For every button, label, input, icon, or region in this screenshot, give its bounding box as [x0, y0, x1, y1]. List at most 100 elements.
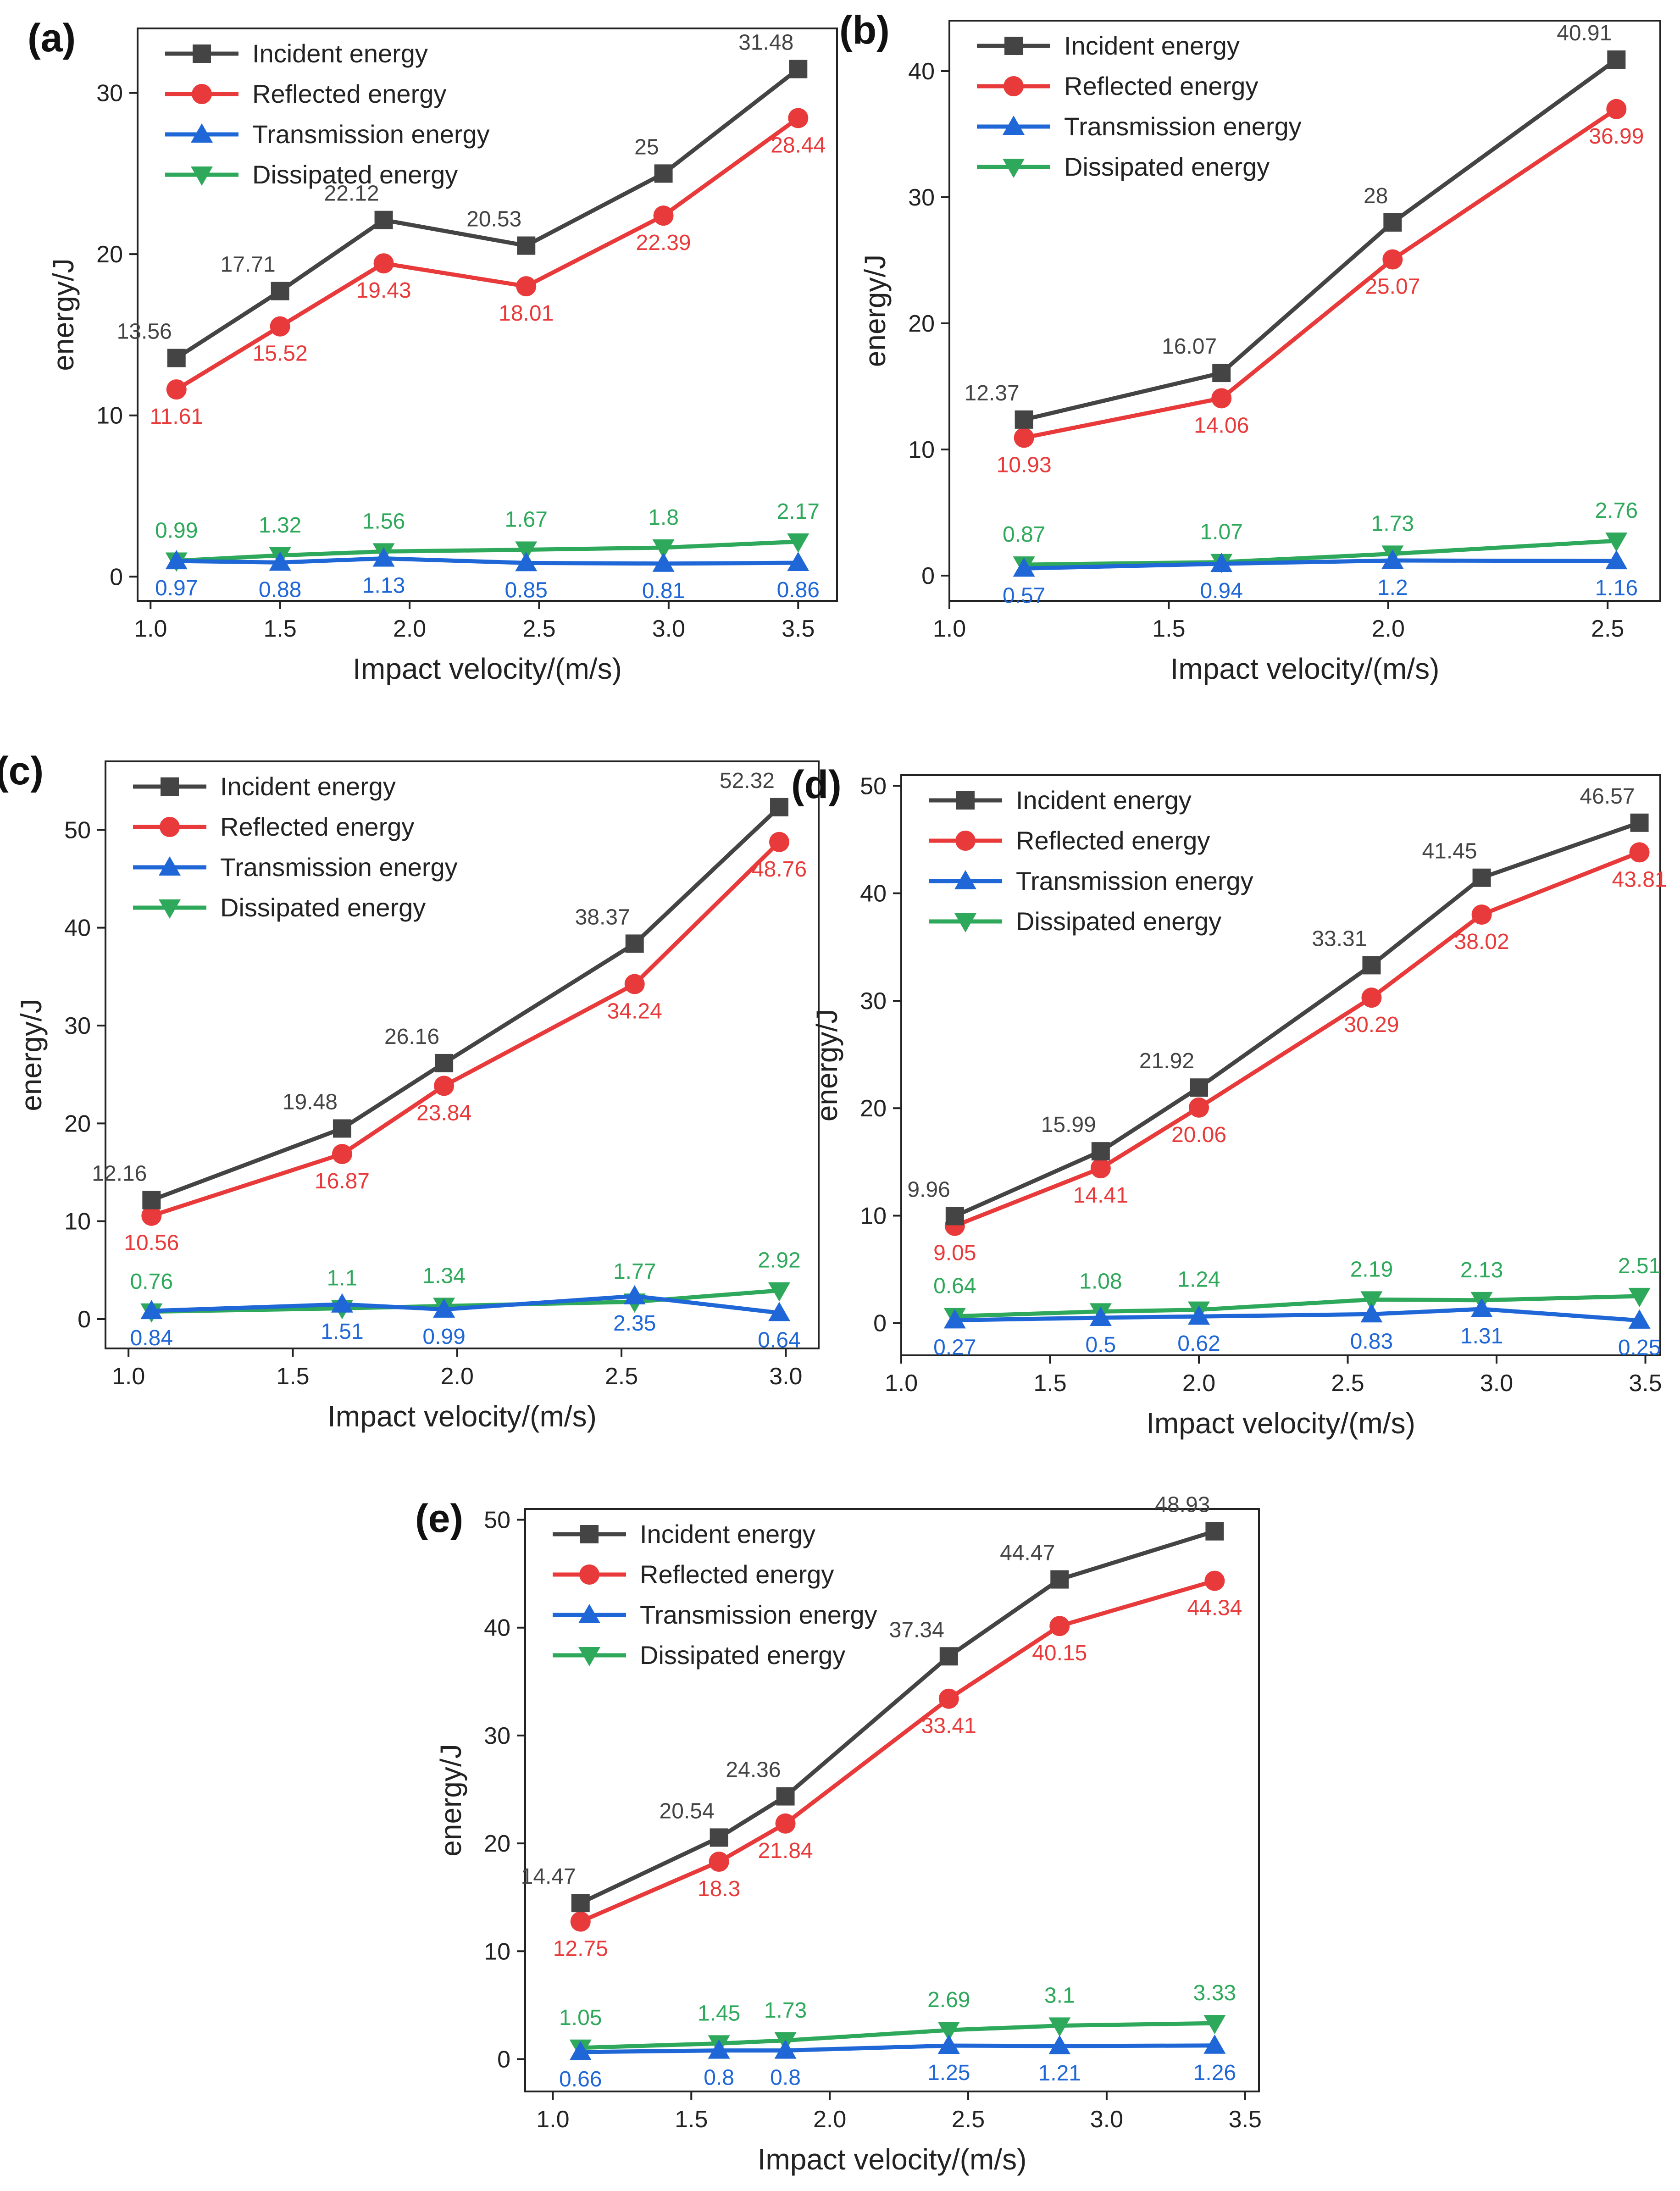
panel-b-incident-line	[1023, 58, 1618, 422]
panel-c-dissipated-data-label: 1.1	[327, 1266, 358, 1291]
panel-e-reflected-data-label: 44.34	[1187, 1596, 1242, 1620]
panel-e-reflected-data-label: 33.41	[921, 1714, 976, 1738]
panel-d-ytick-label: 50	[860, 773, 887, 799]
panel-c-reflected-data-label: 23.84	[416, 1101, 471, 1125]
panel-c-transmission-point	[623, 1285, 646, 1304]
panel-b-incident-point	[1607, 50, 1626, 69]
panel-d-reflected-point	[1629, 842, 1650, 863]
panel-c-xtick-label: 1.5	[276, 1363, 309, 1390]
panel-b-reflected-point	[1211, 388, 1232, 409]
panel-c-incident-data-label: 19.48	[283, 1090, 338, 1114]
panel-e-series-dissipated: 1.05 1.45 1.73 2.69 3.1 3.33	[559, 1981, 1236, 2059]
panel-a-transmission-data-label: 0.81	[642, 579, 685, 603]
panel-c-reflected-data-label: 16.87	[315, 1169, 370, 1193]
panel-a-legend-transmission-label: Transmission energy	[252, 120, 490, 149]
panel-c-legend-reflected-label: Reflected energy	[220, 812, 414, 841]
panel-b-label: (b)	[839, 8, 890, 52]
panel-a-xtick-label: 1.0	[134, 616, 167, 642]
panel-d-xtick-label: 2.5	[1331, 1370, 1364, 1397]
panel-c-legend-reflected-marker	[160, 817, 180, 837]
panel-b-y-axis-title: energy/J	[859, 255, 892, 367]
panel-a-xtick-label: 1.5	[263, 616, 296, 642]
panel-e-incident-point	[710, 1828, 728, 1847]
panel-a-incident-point	[517, 236, 536, 255]
panel-c-legend-incident-label: Incident energy	[220, 772, 396, 801]
panel-c-ytick-label: 10	[64, 1209, 91, 1235]
panel-c-transmission-data-label: 0.64	[758, 1328, 800, 1352]
panel-c-ytick-label: 20	[64, 1110, 91, 1137]
panel-b-incident-point	[1212, 364, 1231, 383]
panel-a-series-incident: 13.56 17.71 22.12 20.53 25 31.48	[117, 31, 808, 367]
panel-a-legend-incident-label: Incident energy	[252, 39, 428, 68]
panel-d-transmission-point	[1470, 1298, 1493, 1318]
panel-b-reflected-point	[1606, 99, 1627, 119]
panel-c-legend-incident-marker	[161, 777, 179, 796]
panel-b-legend-dissipated-marker	[1003, 159, 1025, 178]
panel-b-series-dissipated: 0.87 1.07 1.73 2.76	[1003, 499, 1638, 576]
panel-d-incident-point	[945, 1207, 964, 1226]
panel-d-transmission-data-label: 0.27	[933, 1335, 976, 1359]
panel-a-incident-data-label: 22.12	[324, 182, 379, 206]
panel-a-transmission-point	[165, 550, 188, 570]
panel-b-incident-point	[1383, 213, 1402, 232]
panel-d-ytick-label: 20	[860, 1095, 887, 1122]
panel-a-legend-dissipated-label: Dissipated energy	[252, 160, 458, 189]
panel-c-legend-transmission-marker	[159, 856, 181, 876]
panel-b-dissipated-point	[1605, 532, 1628, 552]
panel-e-dissipated-line	[580, 2021, 1215, 2050]
panel-a-transmission-point	[372, 547, 395, 567]
panel-e-reflected-data-label: 18.3	[698, 1877, 740, 1901]
panel-d-dissipated-data-label: 1.08	[1079, 1269, 1122, 1293]
panel-e-ytick-label: 50	[484, 1507, 510, 1534]
panel-d-legend-incident-marker	[956, 791, 975, 810]
panel-e-reflected-point	[709, 1852, 729, 1872]
panel-d-dissipated-point	[1628, 1287, 1651, 1307]
panel-b-incident-data-label: 16.07	[1162, 334, 1217, 359]
panel-e-legend-incident-label: Incident energy	[640, 1520, 815, 1548]
panel-e-ytick-label: 0	[497, 2046, 510, 2073]
panel-a-ytick-label: 0	[110, 564, 123, 590]
panel-a-reflected-data-label: 11.61	[150, 405, 203, 429]
panel-c-reflected-point	[332, 1144, 352, 1165]
panel-a-ytick-label: 10	[96, 403, 123, 429]
panel-d-xtick-label: 2.0	[1182, 1370, 1215, 1397]
panel-c-xtick-label: 2.5	[605, 1363, 638, 1390]
panel-d-transmission-point	[943, 1309, 966, 1329]
panel-c-reflected-point	[141, 1205, 162, 1226]
panel-e-ytick-label: 10	[484, 1938, 510, 1965]
panel-a-y-axis-title: energy/J	[47, 258, 80, 371]
panel-e-dissipated-data-label: 1.05	[559, 2006, 602, 2030]
panel-d-dissipated-data-label: 2.51	[1618, 1254, 1661, 1278]
panel-d-reflected-data-label: 9.05	[933, 1241, 976, 1265]
panel-e-incident-point	[571, 1894, 590, 1913]
panel-c-x-axis-title: Impact velocity/(m/s)	[327, 1400, 597, 1433]
panel-d-ytick-label: 10	[860, 1203, 887, 1229]
panel-d-series-incident: 9.96 15.99 21.92 33.31 41.45 46.57	[907, 784, 1649, 1226]
panel-a-incident-data-label: 13.56	[117, 320, 172, 344]
panel-d-incident-data-label: 41.45	[1422, 839, 1477, 864]
panel-a-dissipated-data-label: 1.32	[259, 513, 301, 538]
panel-b-transmission-data-label: 0.57	[1003, 583, 1045, 608]
panel-a-transmission-line	[176, 556, 798, 566]
panel-a-xtick-label: 3.0	[652, 616, 685, 642]
panel-a-incident-point	[167, 349, 186, 367]
panel-a-series-reflected: 11.61 15.52 19.43 18.01 22.39 28.44	[150, 108, 826, 429]
panel-b-series-reflected: 10.93 14.06 25.07 36.99	[997, 99, 1644, 477]
panel-e-transmission-data-label: 0.66	[559, 2067, 602, 2091]
panel-e-dissipated-point	[937, 2022, 960, 2041]
panel-b-ytick-label: 40	[908, 58, 935, 85]
panel-c-ytick-label: 0	[78, 1306, 91, 1333]
panel-c-dissipated-data-label: 2.92	[758, 1248, 800, 1273]
panel-c-dissipated-point	[768, 1282, 791, 1302]
panel-d-legend-reflected-marker	[955, 831, 976, 851]
panel-e-legend-reflected-label: Reflected energy	[640, 1560, 834, 1589]
panel-a-reflected-data-label: 28.44	[771, 133, 826, 157]
panel-d-xtick-label: 3.0	[1480, 1370, 1513, 1397]
panel-d-transmission-data-label: 0.83	[1350, 1329, 1393, 1353]
panel-d-transmission-point	[1360, 1303, 1383, 1323]
panel-d-transmission-data-label: 0.5	[1085, 1333, 1116, 1357]
panel-d-incident-point	[1630, 813, 1649, 832]
panel-a-legend-reflected-marker	[192, 84, 212, 104]
panel-e-dissipated-data-label: 1.45	[698, 2001, 740, 2025]
panel-b-dissipated-data-label: 1.07	[1200, 520, 1242, 544]
